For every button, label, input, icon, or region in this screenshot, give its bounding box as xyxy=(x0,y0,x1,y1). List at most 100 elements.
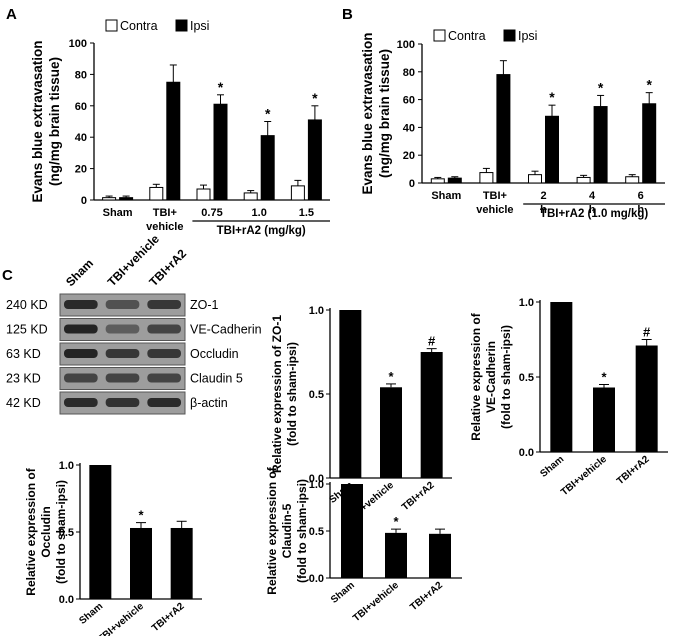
y-axis-label: Relative expression of ZO-1(fold to sham… xyxy=(270,315,299,473)
lane-label: Sham xyxy=(63,256,96,289)
y-tick-label: 40 xyxy=(403,122,415,134)
legend-swatch-ipsi xyxy=(175,19,188,32)
protein-band xyxy=(105,373,140,383)
kd-label: 125 KD xyxy=(6,323,48,337)
y-axis-label-line: (ng/mg brain tissue) xyxy=(377,49,392,178)
y-tick-label: 0.5 xyxy=(519,372,534,384)
bar xyxy=(593,387,615,452)
y-axis-label: Evans blue extravasation (ng/mg brain tis… xyxy=(360,32,392,194)
chart-ve-cadherin: 0.0 0.5 1.0 Relative expression ofVE-Cadher… xyxy=(469,297,668,498)
y-tick-label: 20 xyxy=(403,150,415,162)
y-axis-label-line: Relative expression of ZO-1 xyxy=(270,315,284,473)
x-tick-label: Sham xyxy=(431,190,461,202)
y-axis-label-line: Evans blue extravasation xyxy=(30,40,45,202)
bar xyxy=(385,532,407,578)
x-tick-label-line: 4 xyxy=(589,190,596,202)
legend-label-ipsi: Ipsi xyxy=(518,29,537,43)
x-tick-label: TBI+vehicle xyxy=(559,454,609,499)
legend-label-contra: Contra xyxy=(120,19,158,33)
bar-ipsi xyxy=(119,197,134,201)
protein-band xyxy=(105,349,140,358)
bar xyxy=(130,527,152,599)
panel-label-c: C xyxy=(2,267,13,284)
protein-band xyxy=(147,398,181,407)
bar-contra xyxy=(102,197,117,201)
x-tick-label: 1.0 xyxy=(252,207,267,219)
y-axis-label-line: (fold to sham-ipsi) xyxy=(54,480,68,584)
y-tick-label: 0 xyxy=(409,178,415,190)
bar-contra xyxy=(196,188,211,201)
x-tick-label-line: 6 xyxy=(638,190,644,202)
y-axis-label-line: (ng/mg brain tissue) xyxy=(47,57,62,186)
legend-label-ipsi: Ipsi xyxy=(190,19,209,33)
x-tick-label: Sham xyxy=(329,580,357,606)
x-tick-label: TBI+vehicle xyxy=(476,190,513,216)
bar-contra xyxy=(576,176,591,184)
bar xyxy=(170,527,193,599)
y-axis-label-line: Relative expression of xyxy=(265,466,279,594)
bar-ipsi xyxy=(545,115,559,184)
bar-contra xyxy=(479,172,494,184)
y-tick-label: 0.5 xyxy=(309,389,324,401)
bar-ipsi xyxy=(447,177,462,184)
bar xyxy=(550,302,573,452)
y-axis-label-line: Claudin-5 xyxy=(280,503,294,558)
x-tick-label-line: 1.5 xyxy=(299,207,314,219)
x-tick-label-line: h xyxy=(589,204,596,216)
bar xyxy=(89,465,112,599)
protein-band xyxy=(147,349,181,358)
protein-label: ZO-1 xyxy=(190,298,219,312)
x-tick-label: TBI+rA2 xyxy=(400,480,437,514)
x-tick-label: Sham xyxy=(77,601,105,627)
significance-mark: * xyxy=(138,508,144,523)
protein-band xyxy=(147,324,181,334)
y-axis-label-line: Relative expression of xyxy=(469,312,483,440)
significance-mark: * xyxy=(388,369,394,384)
bar xyxy=(429,533,451,578)
y-tick-label: 0.0 xyxy=(519,447,534,459)
bar xyxy=(339,310,362,478)
protein-band xyxy=(64,300,98,309)
x-tick-label: TBI+rA2 xyxy=(615,454,652,488)
kd-label: 240 KD xyxy=(6,298,48,312)
y-axis-label-line: VE-Cadherin xyxy=(484,341,498,413)
legend-swatch-ipsi xyxy=(503,29,516,42)
y-tick-label: 80 xyxy=(75,69,87,81)
y-tick-label: 0.0 xyxy=(59,594,74,606)
bar-contra xyxy=(430,178,445,184)
y-tick-label: 0.5 xyxy=(309,526,324,538)
x-tick-label-line: h xyxy=(540,204,547,216)
bar-ipsi xyxy=(593,106,608,184)
bar-ipsi xyxy=(166,81,181,201)
y-tick-label: 1.0 xyxy=(59,460,74,472)
x-tick-label: TBI+vehicle xyxy=(351,580,401,625)
significance-mark: * xyxy=(598,79,604,95)
kd-label: 42 KD xyxy=(6,396,41,410)
significance-mark: * xyxy=(601,370,607,385)
group-label: TBI+rA2 (mg/kg) xyxy=(217,225,306,237)
bar-ipsi xyxy=(496,74,511,184)
x-tick-label-line: Sham xyxy=(103,207,133,219)
legend-swatch-contra xyxy=(433,29,446,42)
y-axis-label-line: (fold to sham-ipsi) xyxy=(285,342,299,446)
y-tick-label: 20 xyxy=(75,164,87,176)
protein-band xyxy=(64,349,98,358)
protein-band xyxy=(64,324,98,334)
protein-band xyxy=(105,398,140,407)
x-tick-label: 1.5 xyxy=(299,207,314,219)
protein-label: Claudin 5 xyxy=(190,372,243,386)
bar xyxy=(380,387,402,478)
protein-label: β-actin xyxy=(190,396,228,410)
group-label: TBI+rA2 (1.0 mg/kg) xyxy=(540,208,648,220)
protein-band xyxy=(105,300,140,309)
legend-label-contra: Contra xyxy=(448,29,486,43)
x-tick-label-line: 1.0 xyxy=(252,207,267,219)
lane-label: TBI+rA2 xyxy=(146,246,189,289)
y-axis-label-line: Occludin xyxy=(39,506,53,557)
x-tick-label: 0.75 xyxy=(201,207,222,219)
y-axis-label-line: Evans blue extravasation xyxy=(360,32,375,194)
